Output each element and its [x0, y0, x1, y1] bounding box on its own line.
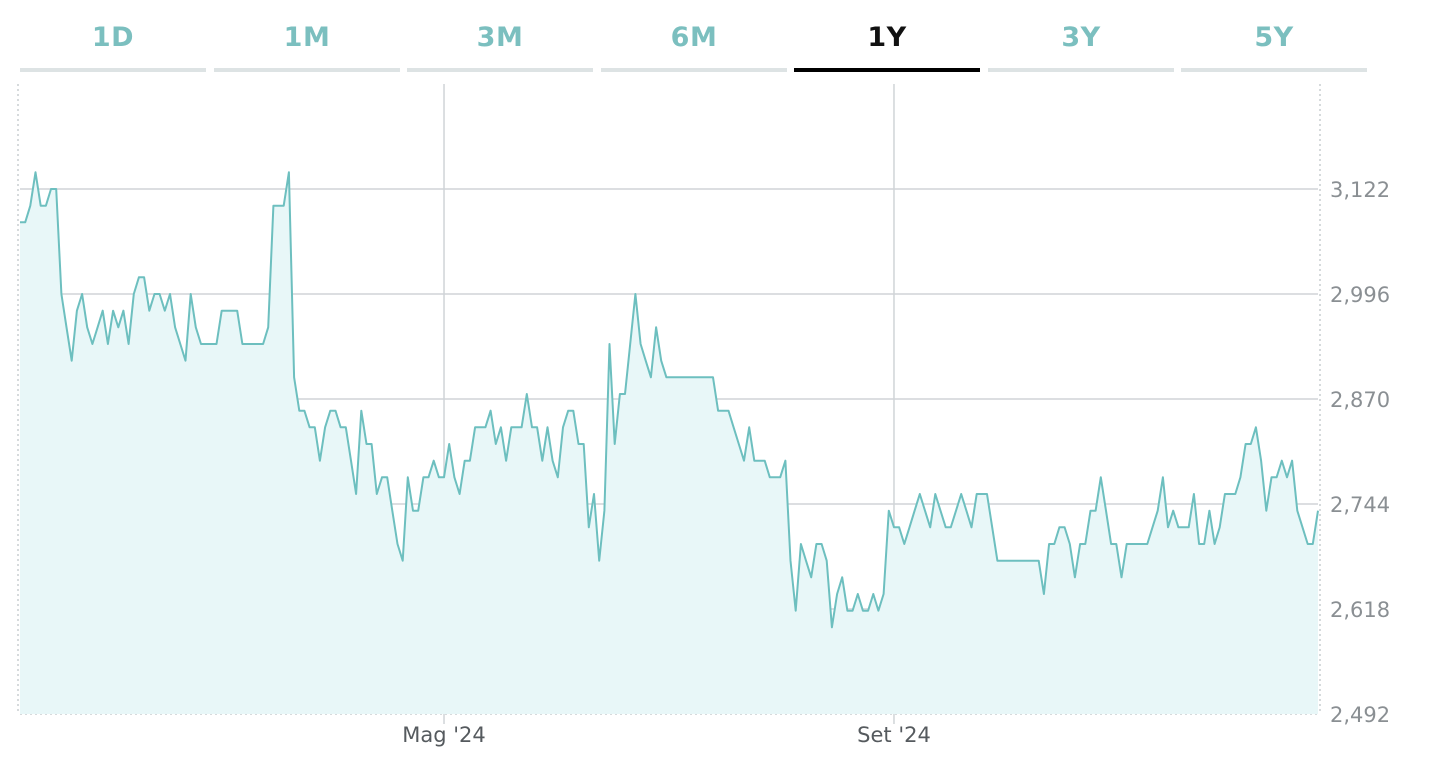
tab-5y[interactable]: 5Y	[1181, 0, 1367, 74]
y-tick-label: 2,492	[1330, 703, 1390, 727]
tab-label: 1D	[91, 22, 135, 53]
tab-underline	[1181, 68, 1367, 72]
tab-label: 6M	[670, 22, 718, 53]
tab-1d[interactable]: 1D	[20, 0, 206, 74]
timeframe-tabs: 1D 1M 3M 6M 1Y 3Y 5Y	[20, 0, 1376, 74]
tab-label: 3Y	[1061, 22, 1101, 53]
area-fill	[20, 172, 1318, 715]
tab-label: 1Y	[867, 22, 907, 53]
y-tick-label: 2,744	[1330, 493, 1390, 517]
tab-underline	[601, 68, 787, 72]
x-tick-label: Set '24	[857, 723, 931, 747]
price-line	[20, 171, 1319, 629]
x-axis-labels: Mag '24 Set '24	[402, 723, 931, 747]
tab-underline	[20, 68, 206, 72]
tab-6m[interactable]: 6M	[601, 0, 787, 74]
tab-3m[interactable]: 3M	[407, 0, 593, 74]
tab-label: 1M	[283, 22, 331, 53]
x-tick-label: Mag '24	[402, 723, 486, 747]
tab-underline	[407, 68, 593, 72]
tab-label: 5Y	[1254, 22, 1294, 53]
tab-underline	[214, 68, 400, 72]
y-tick-label: 2,870	[1330, 388, 1390, 412]
y-axis-labels: 3,122 2,996 2,870 2,744 2,618 2,492	[1330, 178, 1390, 727]
tab-1m[interactable]: 1M	[214, 0, 400, 74]
y-tick-label: 2,618	[1330, 598, 1390, 622]
tab-1y[interactable]: 1Y	[794, 0, 980, 74]
y-tick-label: 3,122	[1330, 178, 1390, 202]
y-tick-label: 2,996	[1330, 283, 1390, 307]
tab-3y[interactable]: 3Y	[988, 0, 1174, 74]
tab-underline	[794, 68, 980, 72]
tab-label: 3M	[476, 22, 524, 53]
tab-underline	[988, 68, 1174, 72]
